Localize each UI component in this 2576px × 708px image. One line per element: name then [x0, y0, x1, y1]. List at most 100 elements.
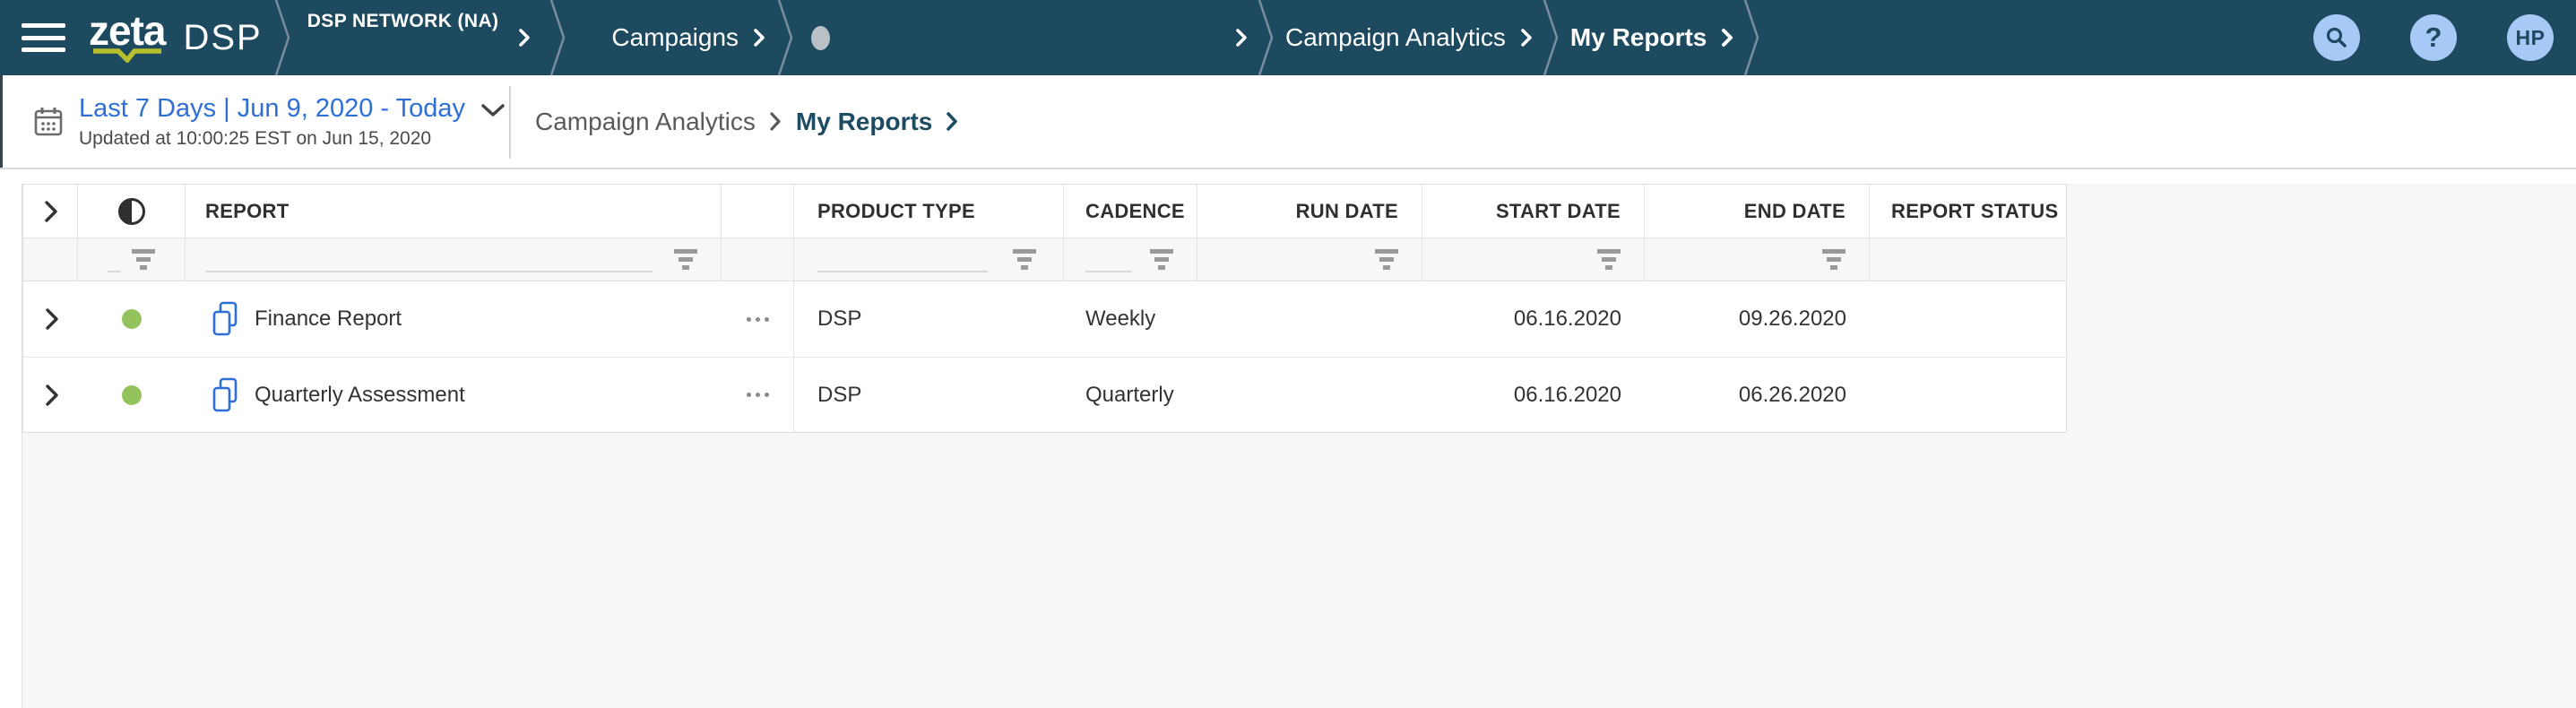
table-filter-row	[23, 238, 2066, 281]
filter-cell-end-date	[1645, 238, 1870, 281]
copy-report-icon[interactable]	[209, 376, 241, 414]
report-status-cell	[1870, 358, 2068, 432]
chevron-right-icon	[1521, 29, 1532, 47]
filter-icon[interactable]	[1597, 249, 1621, 270]
row-actions-cell	[722, 281, 794, 357]
active-status-dot	[122, 309, 142, 329]
table-row: Quarterly Assessment DSP Quarterly 06.16…	[23, 358, 2066, 432]
status-column-header[interactable]	[78, 185, 186, 237]
column-header-end-date[interactable]: END DATE	[1645, 185, 1870, 237]
calendar-icon	[34, 107, 63, 135]
column-header-run-date[interactable]: RUN DATE	[1197, 185, 1422, 237]
breadcrumb-separator-icon	[1543, 0, 1559, 75]
filter-input-underline[interactable]	[817, 271, 988, 272]
chevron-down-icon	[481, 103, 505, 117]
search-icon	[2326, 27, 2347, 47]
report-status-cell	[1870, 281, 2068, 357]
breadcrumb-my-reports[interactable]: My Reports	[1570, 23, 1733, 52]
filter-input-underline[interactable]	[108, 271, 121, 272]
more-options-button[interactable]	[746, 316, 769, 322]
filter-cell-status	[78, 238, 186, 281]
contrast-status-icon	[117, 197, 145, 225]
filter-input-underline[interactable]	[1085, 271, 1132, 272]
chevron-right-icon	[45, 308, 58, 330]
filter-icon[interactable]	[1375, 249, 1398, 270]
breadcrumb-campaigns[interactable]: Campaigns	[611, 23, 765, 52]
last-updated-text: Updated at 10:00:25 EST on Jun 15, 2020	[79, 127, 432, 149]
page-breadcrumb: Campaign Analytics My Reports	[535, 75, 972, 168]
column-header-product-type[interactable]: PRODUCT TYPE	[794, 185, 1064, 237]
breadcrumb-my-reports[interactable]: My Reports	[795, 107, 933, 135]
hamburger-menu-icon[interactable]	[22, 23, 65, 52]
chevron-right-icon	[519, 29, 531, 47]
brand-dsp-text: DSP	[183, 17, 263, 57]
breadcrumb-separator-icon	[1258, 0, 1274, 75]
breadcrumb-dsp-network[interactable]: DSP NETWORK (NA)	[307, 0, 532, 75]
chevron-right-icon	[754, 29, 765, 47]
cadence-cell: Quarterly	[1085, 382, 1174, 407]
date-range-block: Last 7 Days | Jun 9, 2020 - Today Update…	[79, 94, 505, 150]
row-expand-button[interactable]	[23, 358, 78, 432]
date-range-selector[interactable]: Last 7 Days | Jun 9, 2020 - Today	[79, 94, 505, 124]
filter-input-underline[interactable]	[205, 271, 653, 272]
row-expand-button[interactable]	[23, 281, 78, 357]
column-header-report[interactable]: REPORT	[186, 185, 722, 237]
breadcrumb-separator-icon	[778, 0, 793, 75]
user-avatar[interactable]: HP	[2507, 14, 2554, 61]
chevron-right-icon[interactable]	[1235, 28, 1248, 47]
brand-logo[interactable]: zeta DSP	[89, 7, 263, 63]
report-name-link[interactable]: Finance Report	[255, 307, 402, 331]
filter-cell-cadence	[1064, 238, 1197, 281]
zeta-logo-text: zeta	[89, 7, 166, 54]
main-content: REPORT PRODUCT TYPE CADENCE RUN DATE STA…	[0, 169, 2576, 708]
row-status-cell	[78, 281, 186, 357]
filter-icon[interactable]	[1013, 249, 1036, 270]
breadcrumb-separator-icon	[274, 0, 290, 75]
report-name-cell: Finance Report	[186, 281, 722, 357]
breadcrumb-dot	[811, 25, 831, 50]
run-date-cell	[1197, 281, 1422, 357]
breadcrumb-separator-icon	[550, 0, 566, 75]
question-mark-icon: ?	[2425, 22, 2442, 53]
vertical-divider	[509, 86, 511, 159]
breadcrumb-campaign-analytics[interactable]: Campaign Analytics	[1285, 23, 1533, 52]
search-button[interactable]	[2313, 14, 2360, 61]
filter-cell-actions	[722, 238, 794, 281]
date-breadcrumb-bar: Last 7 Days | Jun 9, 2020 - Today Update…	[0, 75, 2576, 169]
filter-cell-report-status	[1870, 238, 2068, 281]
filter-icon[interactable]	[1150, 249, 1173, 270]
end-date-cell: 06.26.2020	[1738, 382, 1846, 407]
table-header-row: REPORT PRODUCT TYPE CADENCE RUN DATE STA…	[23, 185, 2066, 238]
chevron-right-icon	[45, 200, 57, 222]
filter-cell-start-date	[1422, 238, 1645, 281]
end-date-cell: 09.26.2020	[1738, 307, 1846, 331]
report-name-link[interactable]: Quarterly Assessment	[255, 382, 465, 407]
chevron-right-icon	[1722, 29, 1733, 47]
filter-cell-report	[186, 238, 722, 281]
breadcrumb-trail: Campaign Analytics My Reports	[1235, 0, 1771, 75]
more-options-button[interactable]	[746, 393, 769, 397]
column-header-cadence[interactable]: CADENCE	[1064, 185, 1197, 237]
topbar-actions: ? HP	[2313, 14, 2554, 61]
column-header-start-date[interactable]: START DATE	[1422, 185, 1645, 237]
run-date-cell	[1197, 358, 1422, 432]
filter-icon[interactable]	[132, 249, 155, 270]
reports-table: REPORT PRODUCT TYPE CADENCE RUN DATE STA…	[22, 184, 2067, 433]
cadence-cell: Weekly	[1085, 307, 1156, 331]
active-status-dot	[122, 384, 142, 405]
row-status-cell	[78, 358, 186, 432]
filter-icon[interactable]	[1822, 249, 1846, 270]
filter-cell-product-type	[794, 238, 1064, 281]
copy-report-icon[interactable]	[209, 300, 241, 338]
product-type-cell: DSP	[817, 307, 862, 331]
expand-all-header[interactable]	[23, 185, 78, 237]
breadcrumb-separator-icon	[1744, 0, 1759, 75]
column-header-report-status[interactable]: REPORT STATUS	[1891, 199, 2059, 222]
breadcrumb-campaign-analytics[interactable]: Campaign Analytics	[535, 107, 756, 135]
filter-icon[interactable]	[674, 249, 697, 270]
start-date-cell: 06.16.2020	[1513, 307, 1621, 331]
help-button[interactable]: ?	[2410, 14, 2457, 61]
filter-cell-expand	[23, 238, 78, 281]
date-range-label: Last 7 Days | Jun 9, 2020 - Today	[79, 93, 465, 123]
chevron-right-icon	[770, 112, 781, 131]
